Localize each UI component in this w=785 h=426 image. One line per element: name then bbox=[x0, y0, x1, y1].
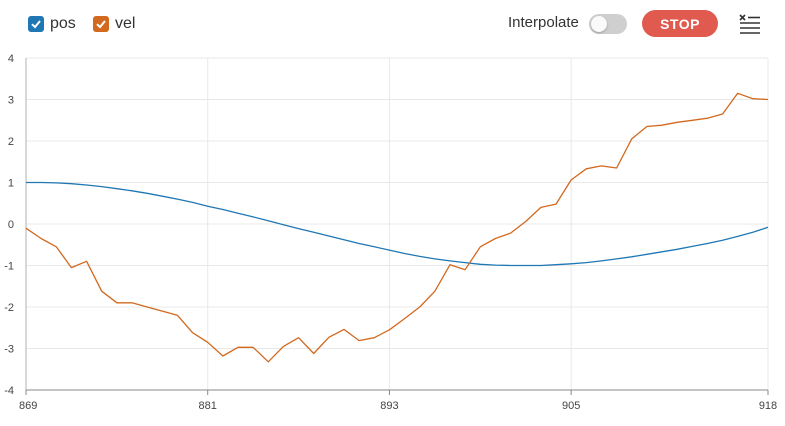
time-series-chart: 4 3 2 1 0 -1 -2 -3 -4 869 881 893 905 918 bbox=[4, 53, 777, 412]
series-line-pos bbox=[26, 181, 769, 267]
clear-list-icon[interactable] bbox=[738, 12, 762, 34]
interpolate-toggle[interactable] bbox=[589, 14, 627, 34]
pos-checkbox[interactable] bbox=[28, 16, 44, 32]
y-tick-label: 2 bbox=[8, 136, 14, 148]
vel-checkbox[interactable] bbox=[93, 16, 109, 32]
legend-item-vel[interactable]: vel bbox=[93, 14, 135, 34]
legend-label-vel: vel bbox=[115, 15, 136, 32]
x-tick-label: 893 bbox=[380, 400, 398, 412]
toggle-knob bbox=[591, 16, 607, 32]
y-tick-label: -3 bbox=[4, 344, 14, 356]
chart-series bbox=[25, 92, 769, 363]
stop-button[interactable]: STOP bbox=[642, 10, 718, 37]
y-tick-label: 1 bbox=[8, 178, 14, 190]
toolbar: pos vel Interpolate STOP bbox=[0, 0, 785, 48]
checkmark-icon bbox=[96, 20, 106, 29]
y-tick-label: 3 bbox=[8, 95, 14, 107]
y-tick-label: -2 bbox=[4, 302, 14, 314]
x-tick-label: 918 bbox=[759, 400, 777, 412]
checkmark-icon bbox=[31, 20, 41, 29]
x-tick-label: 881 bbox=[199, 400, 217, 412]
x-tick-label: 905 bbox=[562, 400, 580, 412]
y-tick-label: -1 bbox=[4, 261, 14, 273]
y-tick-label: 4 bbox=[8, 53, 14, 65]
interpolate-label: Interpolate bbox=[508, 14, 579, 31]
y-axis-ticks: 4 3 2 1 0 -1 -2 -3 -4 bbox=[4, 53, 14, 397]
y-tick-label: 0 bbox=[8, 219, 14, 231]
series-line-vel bbox=[25, 92, 769, 363]
y-tick-label: -4 bbox=[4, 385, 14, 397]
legend-item-pos[interactable]: pos bbox=[28, 14, 76, 34]
x-tick-label: 869 bbox=[19, 400, 37, 412]
legend-label-pos: pos bbox=[50, 15, 76, 32]
x-axis-ticks: 869 881 893 905 918 bbox=[19, 390, 777, 412]
chart-grid bbox=[25, 57, 769, 391]
